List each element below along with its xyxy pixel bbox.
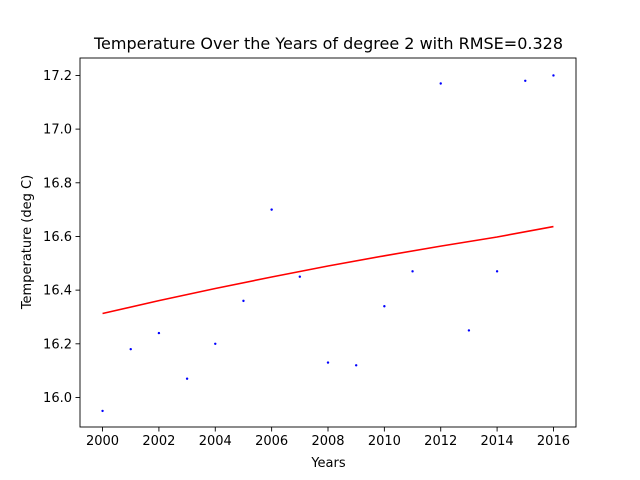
data-point [439, 82, 442, 85]
data-point [326, 361, 330, 364]
data-point [157, 331, 161, 335]
data-point [101, 409, 104, 413]
data-point [298, 275, 302, 278]
data-point [242, 299, 245, 303]
y-tick-label: 16.4 [43, 284, 72, 299]
y-tick-label: 16.0 [43, 391, 72, 406]
x-axis-label: Years [310, 456, 346, 471]
fit-line [102, 225, 554, 315]
y-axis-label: Temperature (deg C) [20, 175, 35, 310]
x-tick-label: 2012 [424, 434, 457, 449]
data-point [270, 208, 273, 211]
data-point [354, 364, 358, 367]
y-tick-label: 16.8 [43, 176, 72, 191]
data-point [495, 270, 499, 273]
plot-area [79, 57, 577, 428]
y-tick-label: 16.6 [43, 230, 72, 245]
x-tick-label: 2014 [481, 434, 514, 449]
x-tick-label: 2004 [199, 434, 232, 449]
x-tick-label: 2010 [368, 434, 401, 449]
data-point [383, 305, 386, 308]
data-point [214, 342, 217, 346]
plot-frame [79, 57, 577, 428]
data-point [524, 79, 527, 83]
x-tick-label: 2008 [311, 434, 344, 449]
y-tick-label: 16.2 [43, 337, 72, 352]
data-point [552, 74, 555, 77]
x-axis: 2000 2002 2004 2006 2008 2010 2012 2014 2016 [86, 427, 570, 449]
chart-title: Temperature Over the Years of degree 2 w… [93, 34, 563, 53]
data-point [411, 270, 414, 273]
x-tick-label: 2006 [255, 434, 288, 449]
y-tick-label: 17.2 [43, 69, 72, 84]
x-tick-label: 2000 [86, 434, 119, 449]
x-tick-label: 2002 [142, 434, 175, 449]
data-point [129, 347, 132, 351]
y-tick-label: 17.0 [43, 123, 72, 138]
y-axis: 16.0 16.2 16.4 16.6 16.8 17.0 17.2 [43, 69, 80, 406]
data-point [185, 377, 189, 380]
data-point [467, 329, 471, 332]
x-tick-label: 2016 [537, 434, 570, 449]
